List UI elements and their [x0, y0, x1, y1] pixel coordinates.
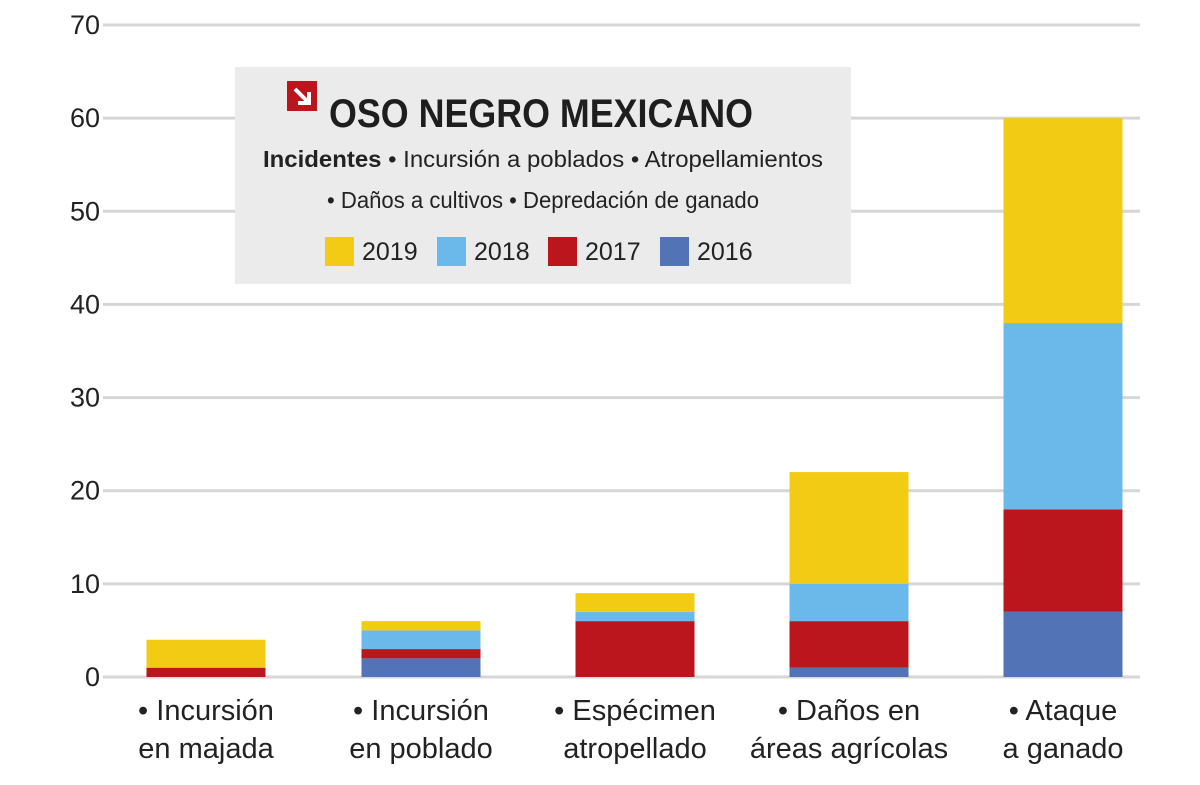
bar-segment-2018 — [789, 583, 909, 622]
bar-segment-2016 — [361, 658, 481, 677]
legend-swatch-2017 — [548, 237, 577, 266]
y-tick-label: 20 — [70, 476, 100, 506]
bar-segment-2018 — [1003, 323, 1123, 510]
legend-items: 2019 2018 2017 2016 — [325, 237, 753, 266]
x-category-label: a ganado — [1003, 733, 1124, 765]
x-category-label: en majada — [138, 733, 274, 765]
bar-segment-2018 — [361, 630, 481, 650]
x-category-label: • Ataque — [1009, 695, 1118, 727]
legend-swatch-2019 — [325, 237, 354, 266]
x-category-label: • Incursión — [138, 695, 274, 727]
bar-segment-2017 — [361, 649, 481, 659]
y-tick-label: 70 — [70, 10, 100, 40]
bar-segment-2018 — [575, 611, 695, 622]
x-category-label: • Daños en — [778, 695, 920, 727]
x-category-label: áreas agrícolas — [750, 733, 948, 765]
y-tick-label: 60 — [70, 103, 100, 133]
y-tick-label: 50 — [70, 196, 100, 226]
chart-subtitle-line1: Incidentes • Incursión a poblados • Atro… — [263, 146, 823, 172]
legend-swatch-2018 — [437, 237, 466, 266]
arrow-icon — [287, 81, 317, 111]
bar-segment-2016 — [789, 667, 909, 677]
y-tick-label: 10 — [70, 569, 100, 599]
bar-segment-2016 — [1003, 611, 1123, 677]
legend-label-2018: 2018 — [474, 238, 530, 266]
bar-segment-2019 — [361, 621, 481, 631]
bar-segment-2017 — [575, 621, 695, 677]
subtitle-bold: Incidentes — [263, 146, 381, 172]
subtitle-line1-text: • Incursión a poblados • Atropellamiento… — [388, 146, 823, 172]
y-axis-ticks: 0 10 20 30 40 50 60 70 — [70, 10, 100, 692]
legend-swatch-2016 — [660, 237, 689, 266]
bars — [146, 118, 1123, 677]
legend-label-2016: 2016 — [697, 238, 753, 266]
bar-segment-2019 — [789, 472, 909, 584]
chart-subtitle-line2: • Daños a cultivos • Depredación de gana… — [327, 187, 759, 213]
bar-segment-2019 — [575, 593, 695, 612]
y-tick-label: 0 — [85, 662, 100, 692]
legend-label-2017: 2017 — [585, 238, 641, 266]
y-tick-label: 40 — [70, 289, 100, 319]
bar-segment-2017 — [789, 621, 909, 668]
chart-title: OSO NEGRO MEXICANO — [329, 92, 753, 136]
x-category-label: en poblado — [349, 733, 493, 765]
y-tick-label: 30 — [70, 383, 100, 413]
x-category-label: • Incursión — [353, 695, 489, 727]
bar-segment-2017 — [146, 667, 266, 677]
x-category-label: • Espécimen — [554, 695, 716, 727]
legend-box: OSO NEGRO MEXICANO Incidentes • Incursió… — [235, 67, 851, 284]
bar-segment-2019 — [146, 639, 266, 668]
legend-label-2019: 2019 — [362, 238, 418, 266]
bar-segment-2017 — [1003, 509, 1123, 612]
bar-segment-2019 — [1003, 118, 1123, 324]
x-axis-categories: • Incursión en majada • Incursión en poblad… — [138, 695, 1123, 765]
x-category-label: atropellado — [563, 733, 707, 765]
